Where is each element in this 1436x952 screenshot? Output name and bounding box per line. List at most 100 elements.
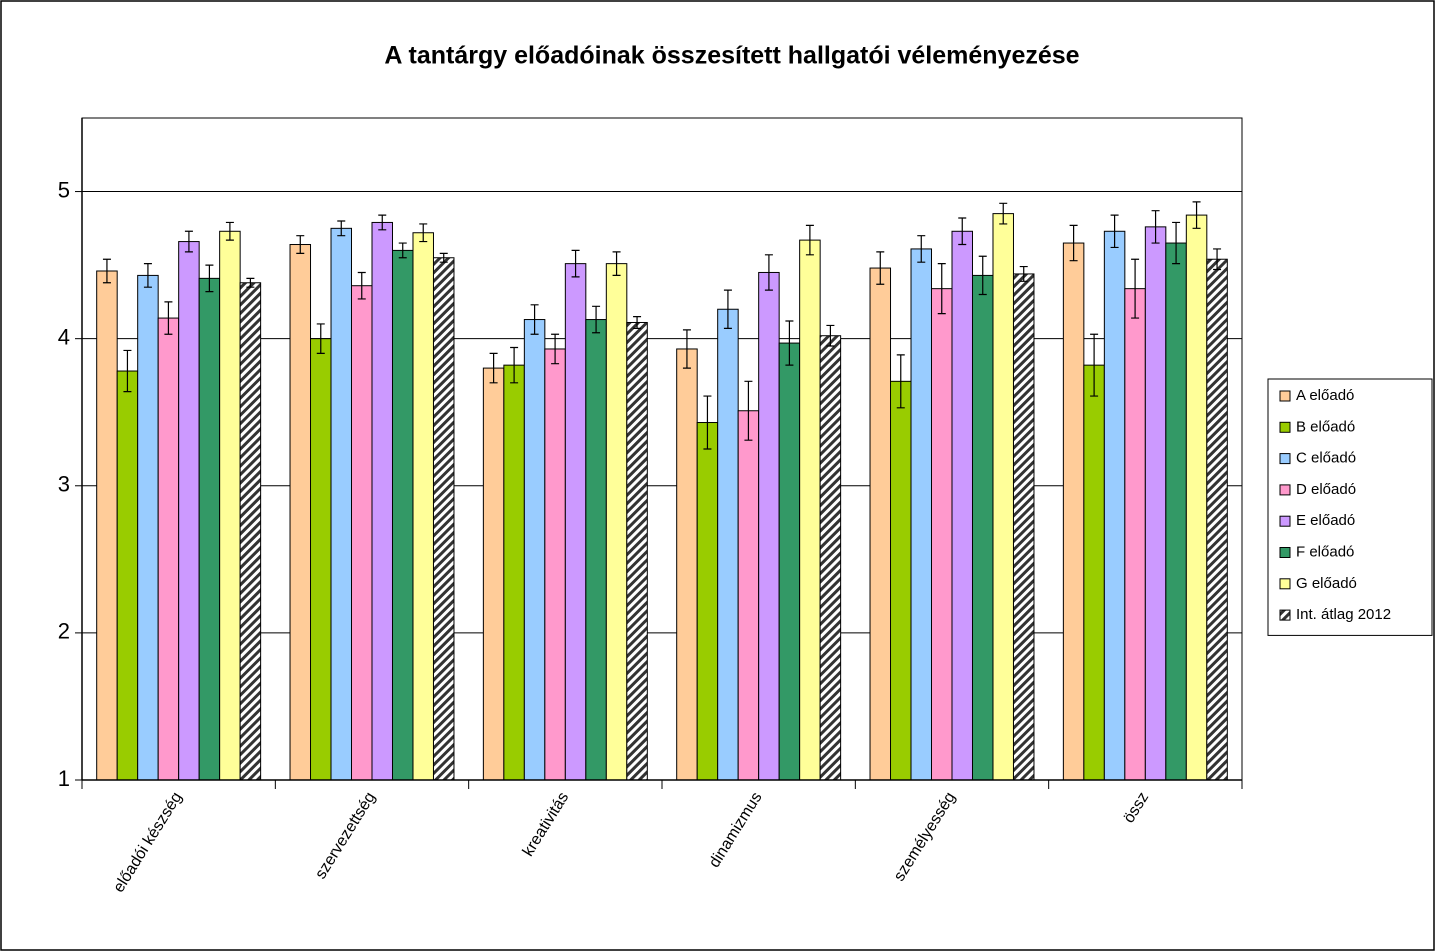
legend-label: D előadó [1296, 481, 1356, 498]
legend-label: F előadó [1296, 543, 1354, 560]
legend-label: G előadó [1296, 575, 1357, 592]
error-bar [357, 271, 366, 300]
error-bar [682, 329, 691, 369]
legend-swatch [1279, 547, 1291, 558]
error-bar [999, 202, 1008, 225]
error-bar [764, 254, 773, 291]
legend-label: A előadó [1296, 387, 1354, 404]
error-bar [378, 214, 387, 231]
legend-label: C előadó [1296, 450, 1356, 467]
error-bar [1069, 224, 1078, 262]
bar [626, 321, 648, 781]
bar [1144, 226, 1167, 781]
error-bar [316, 323, 325, 354]
error-bar [551, 333, 560, 365]
bar [1083, 364, 1105, 781]
bar [412, 232, 434, 781]
bar [696, 422, 719, 781]
bar [676, 348, 698, 781]
bar [737, 410, 760, 781]
y-tick-label: 2 [58, 619, 70, 644]
bar [951, 230, 973, 781]
error-bar [592, 305, 601, 334]
legend-swatch [1279, 421, 1291, 433]
bar [96, 270, 118, 781]
bar [544, 348, 566, 781]
error-bar [937, 263, 946, 315]
error-bar [1151, 210, 1160, 244]
error-bar [1213, 248, 1222, 271]
error-bar [296, 235, 305, 254]
error-bar [1090, 333, 1099, 397]
error-bar [337, 220, 346, 237]
bar [910, 248, 933, 781]
bar [869, 267, 892, 781]
bar [137, 274, 159, 781]
chart-title: A tantárgy előadóinak összesített hallga… [384, 42, 1079, 70]
legend-swatch [1279, 515, 1291, 527]
bar [564, 263, 587, 781]
bar [330, 227, 353, 781]
bar [310, 338, 332, 781]
plot-area [81, 117, 1243, 781]
error-bar [143, 263, 152, 288]
error-bar [978, 255, 987, 296]
bar [178, 241, 200, 781]
bar [605, 263, 628, 781]
bar [391, 249, 414, 781]
bar [819, 335, 842, 781]
bar [1124, 288, 1146, 781]
bar [116, 370, 139, 781]
bar [198, 277, 221, 781]
bar [239, 282, 262, 781]
error-bar [439, 252, 448, 263]
error-bar [633, 316, 642, 329]
error-bar [1172, 221, 1181, 265]
bar [157, 317, 180, 781]
bar [503, 364, 525, 781]
y-tick-label: 1 [58, 766, 70, 791]
error-bar [419, 223, 428, 243]
error-bar [246, 277, 255, 288]
bar [1012, 273, 1035, 781]
error-bar [398, 242, 407, 259]
error-bar [612, 251, 621, 277]
error-bar [744, 380, 753, 441]
legend-label: E előadó [1296, 512, 1355, 529]
error-bar [489, 352, 498, 384]
bar [371, 221, 393, 781]
bar [1103, 230, 1126, 781]
error-bar [958, 217, 967, 246]
error-bar [805, 224, 814, 256]
bar [1206, 258, 1228, 781]
error-bar [164, 301, 173, 335]
legend-label: B előadó [1296, 418, 1355, 435]
error-bar [723, 289, 732, 329]
legend-swatch [1279, 484, 1291, 496]
legend-swatch [1279, 453, 1291, 465]
bar [992, 213, 1014, 781]
error-bar [205, 264, 214, 293]
bar [1185, 214, 1208, 781]
legend-label: Int. átlag 2012 [1296, 606, 1391, 623]
bar [1062, 242, 1085, 781]
bar [758, 271, 780, 781]
legend-swatch [1279, 578, 1291, 590]
error-bar [1131, 258, 1140, 319]
error-bar [123, 349, 132, 393]
error-bar [1110, 214, 1119, 249]
bar [585, 319, 607, 781]
bar [778, 342, 801, 781]
error-bar [785, 320, 794, 366]
bar [351, 285, 373, 781]
error-bar [102, 258, 111, 284]
error-bar [1192, 201, 1201, 229]
legend-swatch [1279, 390, 1291, 402]
bar [289, 244, 312, 781]
error-bar [896, 354, 905, 409]
legend-box [1267, 378, 1433, 636]
y-tick-label: 5 [58, 177, 70, 202]
y-tick-label: 3 [58, 472, 70, 497]
y-tick-label: 4 [58, 324, 70, 349]
